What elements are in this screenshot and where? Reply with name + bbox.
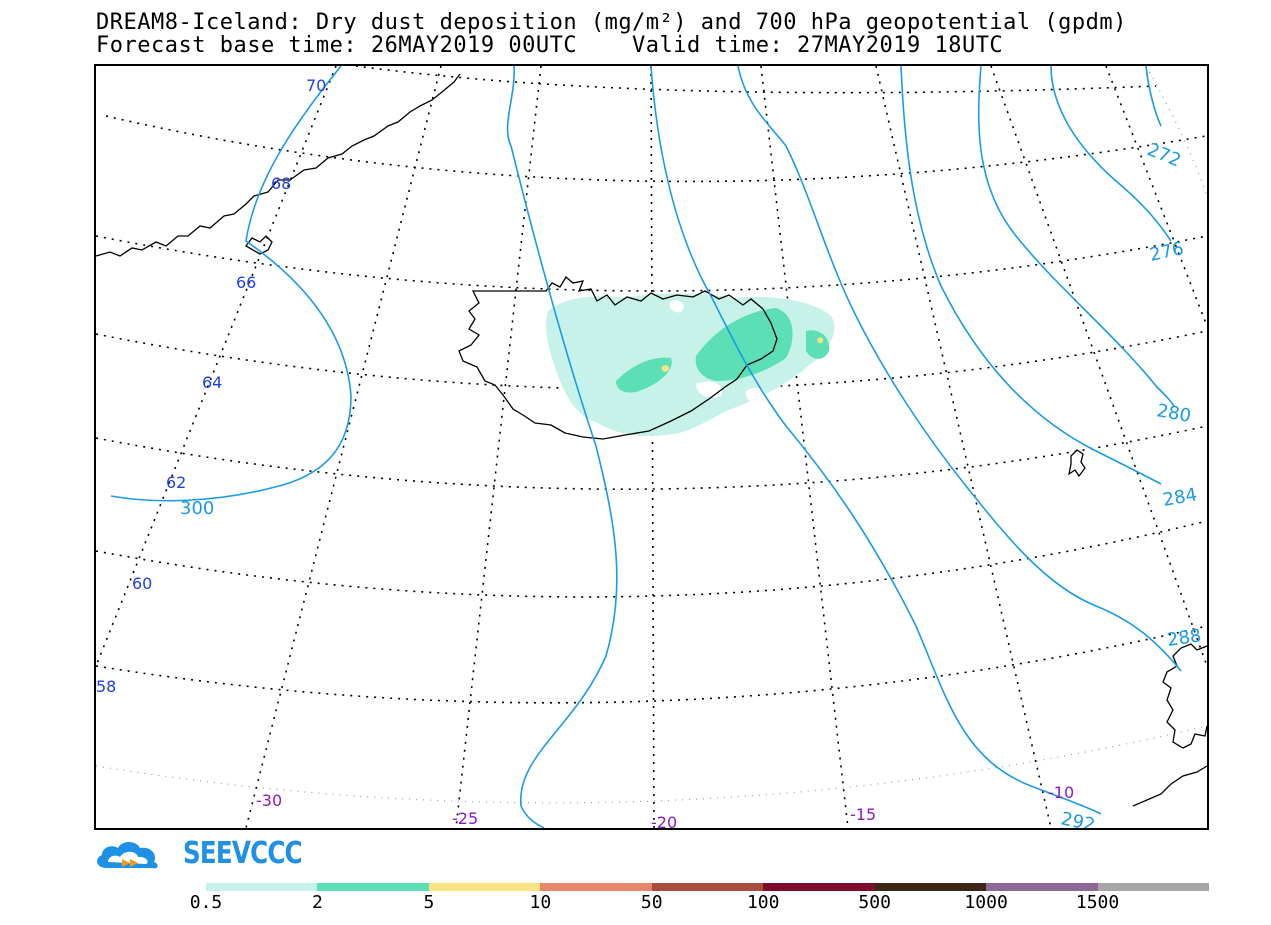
contour-label-300: 300 — [180, 498, 214, 519]
lat-label-62: 62 — [166, 473, 186, 492]
lon-label-minus-20: -20 — [651, 813, 677, 828]
colorbar-label: 2 — [312, 892, 323, 913]
meridian-5 — [1105, 66, 1207, 327]
latitude-labels: 70 68 66 64 62 60 58 — [96, 76, 326, 696]
meridian-minus-25 — [245, 66, 442, 828]
faroe-islands — [1068, 449, 1086, 478]
colorbar-label: 1000 — [964, 892, 1008, 913]
contour-label-292: 292 — [1059, 808, 1097, 828]
dust-deposition-field — [546, 293, 835, 436]
iceland-coast — [458, 276, 778, 440]
colorbar-label: 50 — [640, 892, 663, 913]
colorbar-segment — [874, 883, 987, 891]
geopotential-contours — [110, 66, 1182, 828]
lat-label-66: 66 — [236, 273, 256, 292]
colorbar-segment — [428, 883, 541, 891]
contour-label-276: 276 — [1148, 238, 1186, 266]
latitude-line-66 — [96, 235, 1207, 292]
latitude-line-70 — [355, 66, 1157, 94]
colorbar-label: 0.5 — [189, 892, 223, 913]
lat-label-60: 60 — [132, 574, 152, 593]
lat-label-58: 58 — [96, 677, 116, 696]
colorbar-label: 10 — [529, 892, 552, 913]
colorbar-segment — [763, 883, 875, 891]
meridian-minus-15 — [650, 66, 655, 828]
contour-label-284: 284 — [1161, 484, 1198, 511]
greenland-coast — [96, 73, 461, 257]
colorbar — [206, 883, 1209, 891]
colorbar-segment — [317, 883, 429, 891]
seevccc-logo — [97, 842, 158, 869]
latitude-line-58 — [96, 625, 1207, 704]
map-canvas: 70 68 66 64 62 60 58 -30 -25 -20 -15 -10… — [96, 66, 1207, 828]
geopotential-labels: 272 276 280 284 288 292 300 — [180, 139, 1203, 828]
colorbar-segment — [651, 883, 764, 891]
colorbar-segment — [1097, 883, 1209, 891]
longitude-lines — [96, 66, 1207, 828]
colorbar-label: 500 — [858, 892, 891, 913]
latitude-line-68 — [105, 115, 1207, 183]
meridian-minus-5 — [875, 66, 1052, 828]
colorbar-segment — [540, 883, 652, 891]
colorbar-label: 100 — [746, 892, 780, 913]
longitude-labels: -30 -25 -20 -15 -10 — [256, 783, 1074, 828]
lon-label-minus-30: -30 — [256, 791, 282, 810]
meridian-minus-20 — [455, 66, 542, 828]
coastlines — [96, 73, 1207, 807]
lat-label-70: 70 — [306, 76, 326, 95]
cloud-arrow-icon — [97, 842, 158, 869]
lat-label-68: 68 — [271, 174, 291, 193]
contour-label-288: 288 — [1166, 625, 1203, 651]
map-subtitle: Forecast base time: 26MAY2019 00UTC Vali… — [96, 33, 1004, 58]
contour-label-280: 280 — [1155, 400, 1192, 427]
lat-label-64: 64 — [202, 373, 222, 392]
contour-label-272: 272 — [1144, 139, 1184, 171]
scotland-coast — [1132, 643, 1207, 807]
colorbar-label: 5 — [423, 892, 435, 913]
colorbar-segment — [986, 883, 1098, 891]
latitude-line-62 — [96, 425, 1207, 490]
lon-label-minus-15: -15 — [850, 805, 876, 824]
colorbar-segment — [206, 883, 318, 891]
colorbar-label: 1500 — [1075, 892, 1120, 913]
lon-label-minus-25: -25 — [452, 809, 478, 828]
latitude-line-60 — [96, 520, 1207, 598]
lon-label-minus-10: -10 — [1048, 783, 1074, 802]
map-panel: 70 68 66 64 62 60 58 -30 -25 -20 -15 -10… — [94, 64, 1209, 830]
map-title: DREAM8-Iceland: Dry dust deposition (mg/… — [96, 10, 1127, 35]
seevccc-logo-text: SEEVCCC — [183, 836, 303, 871]
